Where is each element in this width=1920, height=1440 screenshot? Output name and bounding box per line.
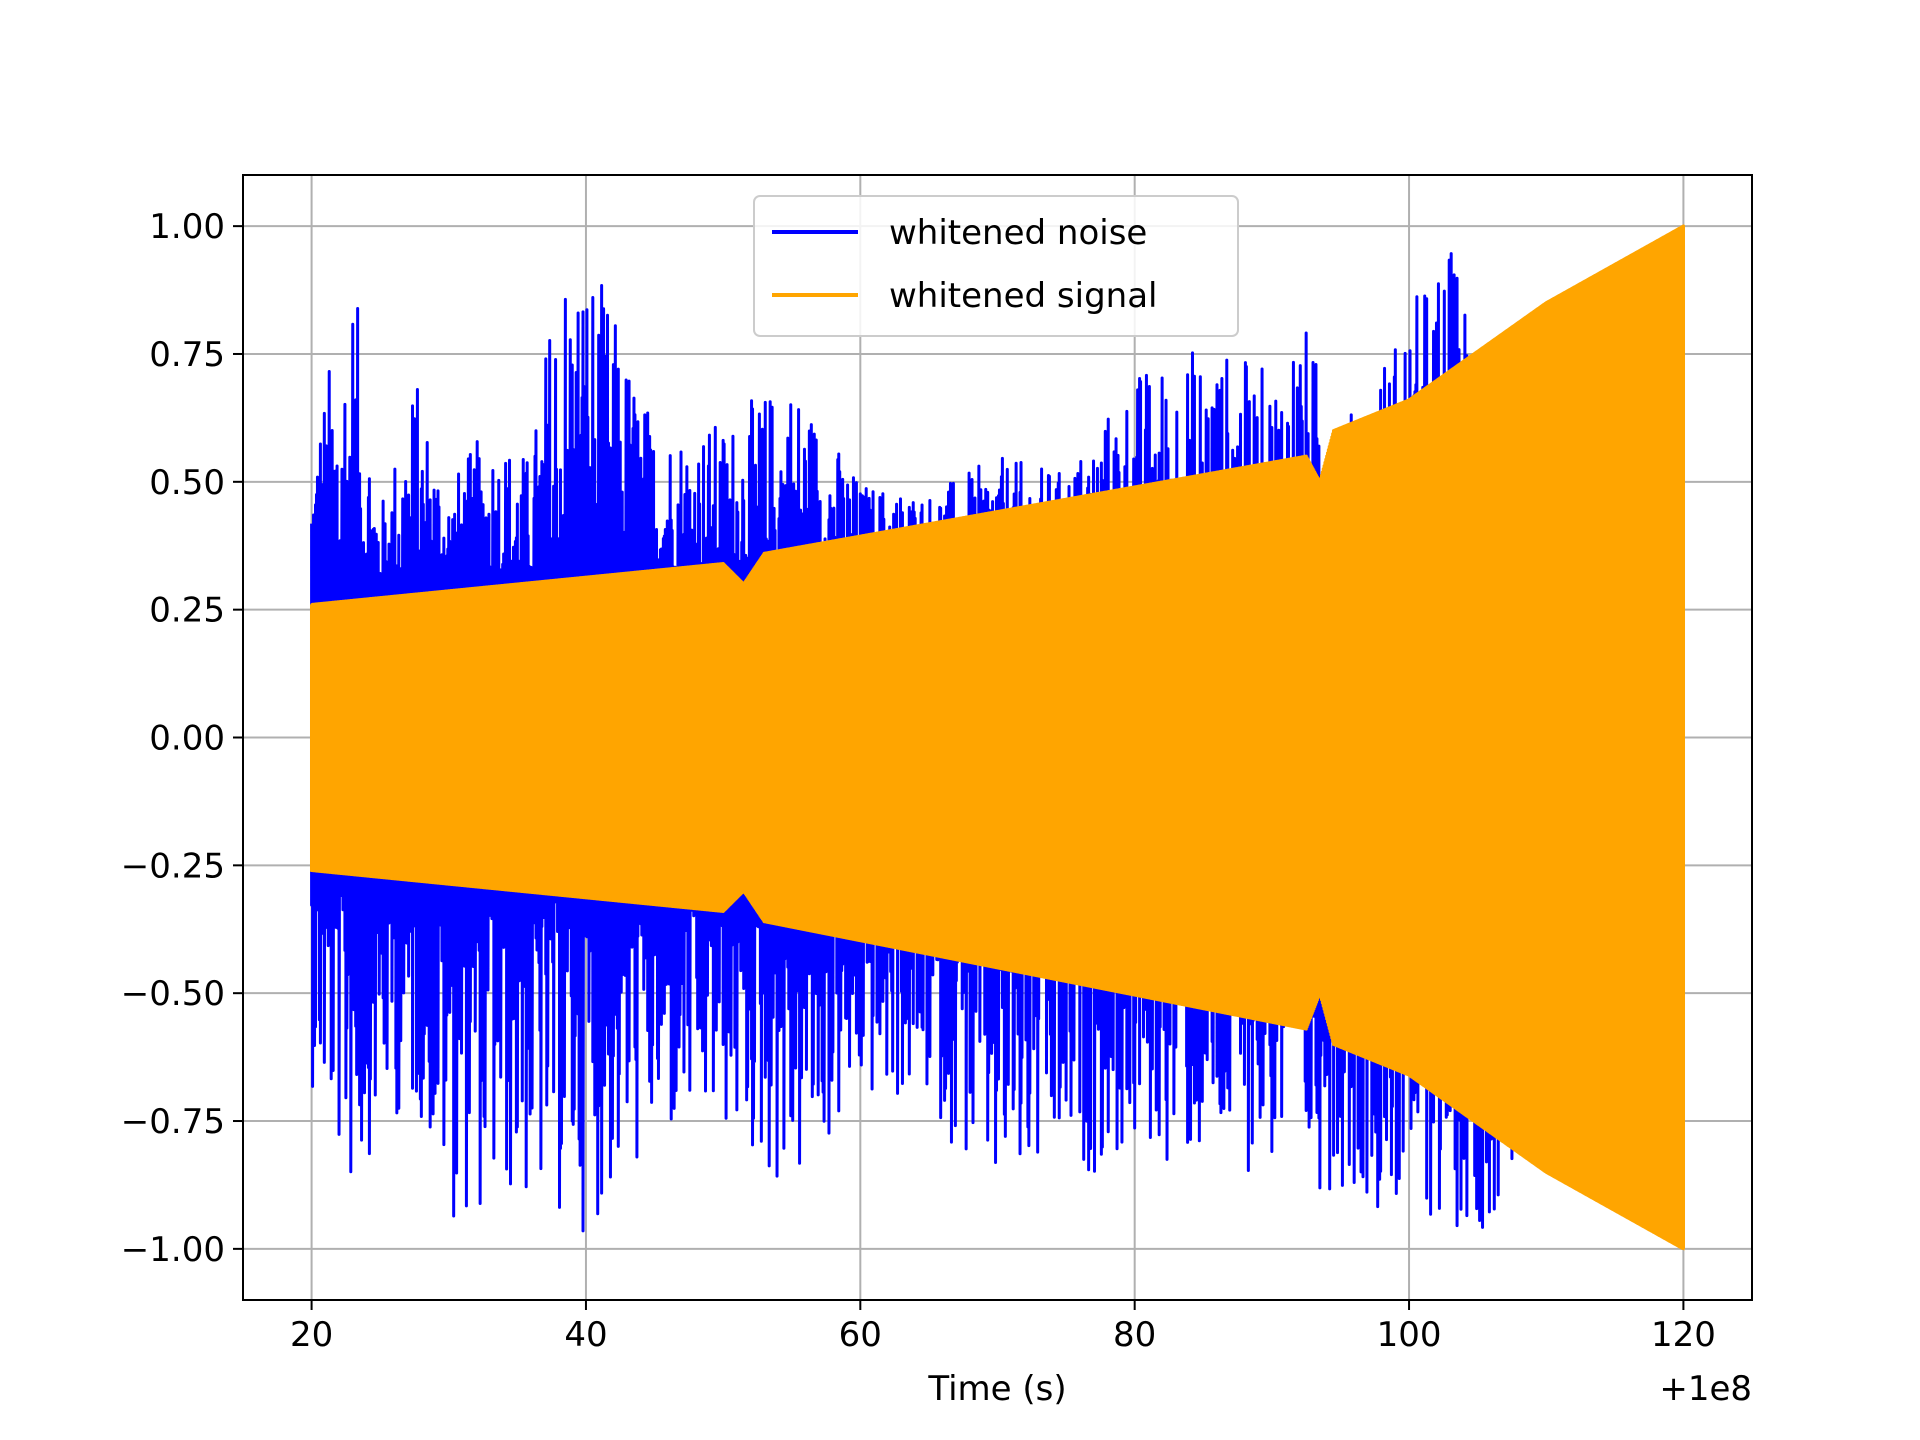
x-tick-label: 80 xyxy=(1113,1315,1156,1355)
x-tick-label: 20 xyxy=(290,1315,333,1355)
y-tick-label: 1.00 xyxy=(149,207,225,247)
y-tick-label: −0.75 xyxy=(121,1102,225,1142)
plot-series-layer xyxy=(309,224,1686,1251)
legend: whitened noise whitened signal xyxy=(753,195,1239,337)
x-axis-label: Time (s) xyxy=(927,1369,1066,1409)
legend-label: whitened signal xyxy=(889,276,1157,316)
legend-box xyxy=(753,195,1239,337)
x-tick-label: 120 xyxy=(1651,1315,1716,1355)
x-tick-label: 60 xyxy=(839,1315,882,1355)
legend-label: whitened noise xyxy=(889,213,1147,253)
y-tick-label: −0.25 xyxy=(121,846,225,886)
x-tick-label: 100 xyxy=(1377,1315,1442,1355)
y-tick-label: 0.75 xyxy=(149,335,225,375)
x-axis-offset-label: +1e8 xyxy=(1659,1369,1752,1409)
series-area xyxy=(310,224,1685,1251)
y-tick-label: −0.50 xyxy=(121,974,225,1014)
y-axis-ticks: 1.00 0.75 0.50 0.25 0.00 −0.25 −0.50 −0.75 −1.00 xyxy=(121,207,243,1270)
y-tick-label: 0.50 xyxy=(149,463,225,503)
x-axis-ticks: 20 40 60 80 100 120 xyxy=(290,1300,1716,1355)
y-tick-label: −1.00 xyxy=(121,1230,225,1270)
y-tick-label: 0.00 xyxy=(149,719,225,759)
x-tick-label: 40 xyxy=(564,1315,607,1355)
y-tick-label: 0.25 xyxy=(149,591,225,631)
